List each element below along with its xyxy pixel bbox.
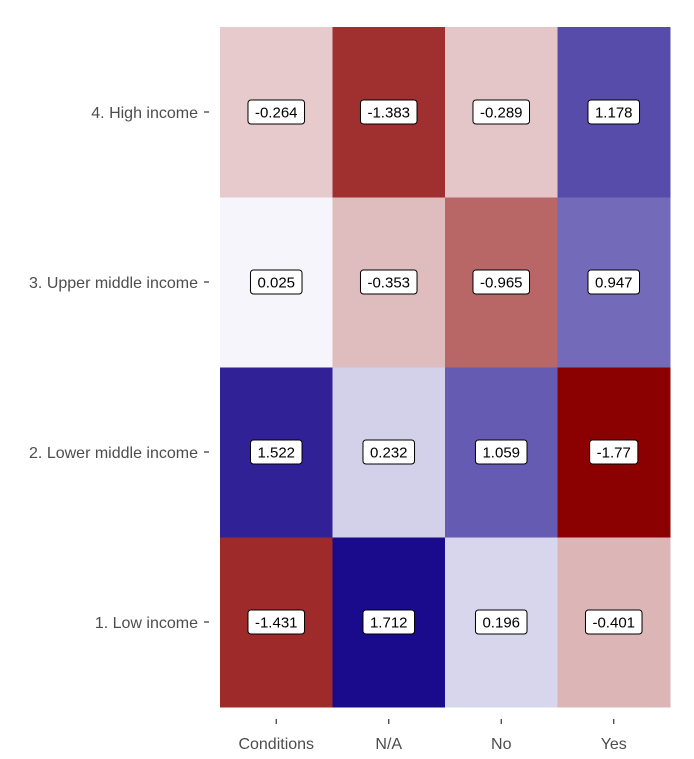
cell-label-text: 0.196 (482, 615, 520, 632)
cell-label-box (472, 99, 531, 125)
y-tick-label: 1. Low income (95, 615, 198, 632)
cell-label-box (249, 439, 303, 465)
cell-value-label: -0.353 (359, 269, 418, 295)
cell-label-box (247, 99, 306, 125)
cell-label-box (584, 609, 643, 635)
x-axis: Conditions N/A No Yes (238, 719, 627, 753)
cell-label-box (362, 439, 416, 465)
cell-label-text: -0.289 (480, 105, 523, 122)
x-tick-label: Conditions (238, 736, 314, 753)
cell-label-text: -0.401 (592, 615, 635, 632)
cell-value-label: 1.522 (249, 439, 303, 465)
cell-label-text: 1.059 (482, 445, 520, 462)
cell-label-text: 1.522 (257, 445, 295, 462)
cell-value-label: 0.232 (362, 439, 416, 465)
cell-value-label: -0.401 (584, 609, 643, 635)
cell-label-text: -0.353 (367, 275, 410, 292)
cell-value-label: 0.947 (587, 269, 641, 295)
x-tick-label: N/A (375, 736, 402, 753)
cell-label-box (474, 439, 528, 465)
cell-label-text: -0.264 (255, 105, 298, 122)
cell-label-text: -1.77 (597, 445, 631, 462)
cell-label-box (359, 99, 418, 125)
cell-label-text: 0.025 (257, 275, 295, 292)
cell-label-text: 0.947 (595, 275, 633, 292)
y-tick-label: 4. High income (91, 105, 198, 122)
cell-label-text: -0.965 (480, 275, 523, 292)
cell-label-box (362, 609, 416, 635)
x-tick-label: No (491, 736, 512, 753)
cell-label-text: 1.178 (595, 105, 633, 122)
cell-label-box (472, 269, 531, 295)
x-tick-label: Yes (601, 736, 627, 753)
cell-value-label: -0.264 (247, 99, 306, 125)
heatmap-cell-labels: -1.431 1.712 0.196 -0.401 1.522 0.232 1.059 -1.… (247, 99, 643, 635)
cell-value-label: -1.383 (359, 99, 418, 125)
y-axis: 1. Low income 2. Lower middle income 3. Up… (29, 105, 209, 632)
cell-value-label: -1.431 (247, 609, 306, 635)
cell-value-label: -1.77 (589, 439, 639, 465)
cell-value-label: -0.289 (472, 99, 531, 125)
cell-label-box (589, 439, 639, 465)
cell-label-box (587, 269, 641, 295)
cell-label-text: 1.712 (370, 615, 408, 632)
cell-label-box (474, 609, 528, 635)
cell-value-label: 1.059 (474, 439, 528, 465)
cell-label-text: 0.232 (370, 445, 408, 462)
cell-label-box (249, 269, 303, 295)
heatmap-cells (220, 27, 671, 708)
cell-value-label: -0.965 (472, 269, 531, 295)
cell-label-box (359, 269, 418, 295)
cell-value-label: 1.712 (362, 609, 416, 635)
cell-label-box (247, 609, 306, 635)
cell-label-text: -1.431 (255, 615, 298, 632)
cell-value-label: 0.025 (249, 269, 303, 295)
y-tick-label: 2. Lower middle income (29, 445, 198, 462)
y-tick-label: 3. Upper middle income (29, 275, 198, 292)
cell-value-label: 1.178 (587, 99, 641, 125)
cell-label-box (587, 99, 641, 125)
cell-label-text: -1.383 (367, 105, 410, 122)
cell-value-label: 0.196 (474, 609, 528, 635)
